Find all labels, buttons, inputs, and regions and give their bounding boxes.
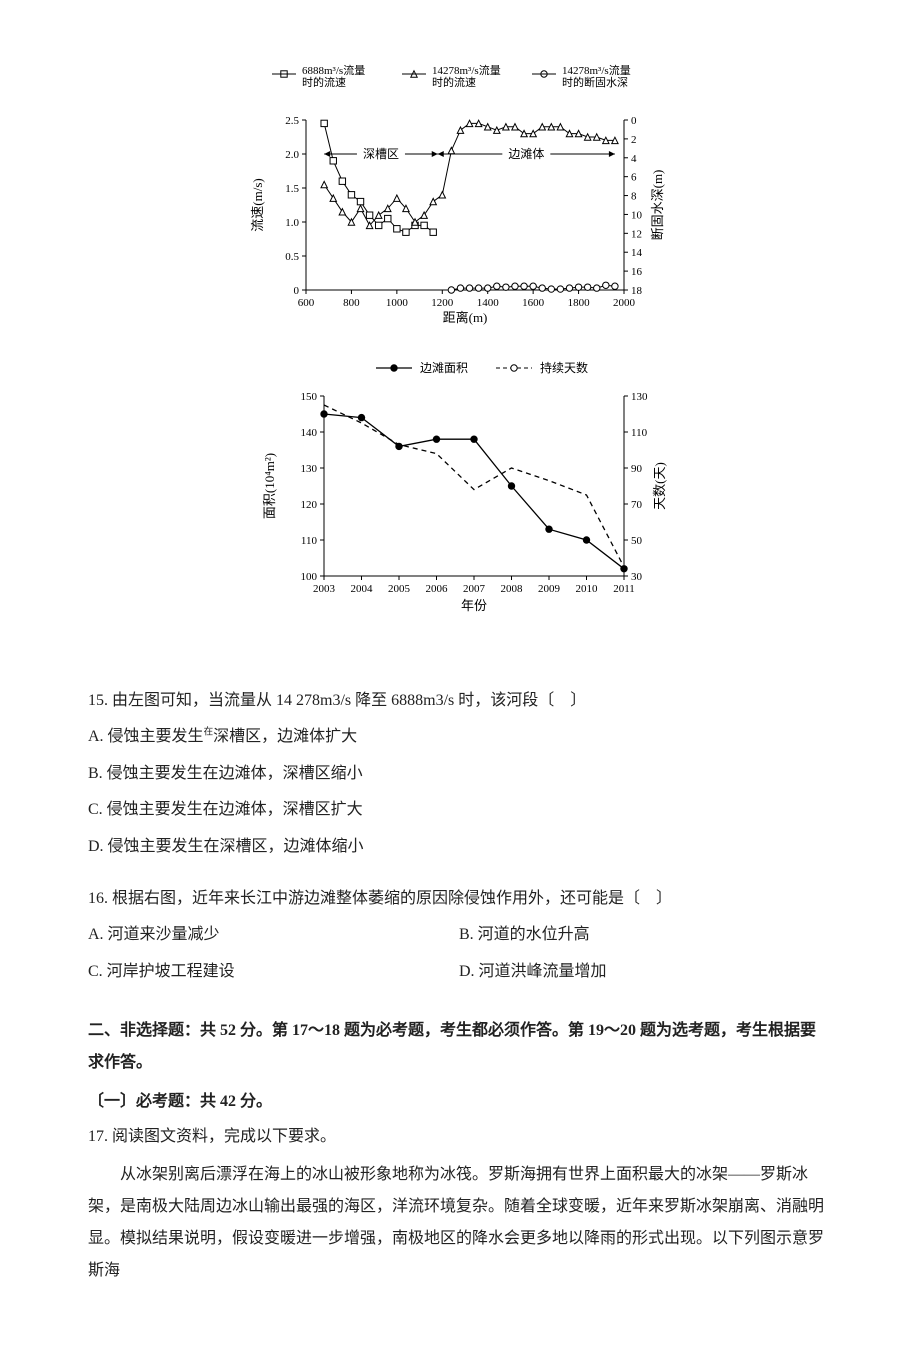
question-16: 16. 根据右图，近年来长江中游边滩整体萎缩的原因除侵蚀作用外，还可能是〔 〕 …	[88, 884, 830, 993]
svg-text:边滩面积: 边滩面积	[420, 361, 468, 375]
svg-text:8: 8	[631, 191, 637, 203]
svg-text:18: 18	[631, 285, 643, 297]
q17-paragraph: 从冰架别离后漂浮在海上的冰山被形象地称为冰筏。罗斯海拥有世界上面积最大的冰架——…	[88, 1159, 830, 1287]
svg-text:距离(m): 距离(m)	[443, 310, 488, 325]
svg-text:2005: 2005	[388, 583, 411, 595]
svg-text:2004: 2004	[351, 583, 374, 595]
svg-text:100: 100	[301, 571, 318, 583]
svg-text:150: 150	[301, 391, 318, 403]
q15-opt-d: D. 侵蚀主要发生在深槽区，边滩体缩小	[88, 832, 830, 862]
svg-text:0.5: 0.5	[285, 251, 299, 263]
svg-text:持续天数: 持续天数	[540, 360, 588, 375]
q15-opt-a: A. 侵蚀主要发生在深槽区，边滩体扩大	[88, 722, 830, 752]
svg-text:2000: 2000	[613, 297, 636, 309]
svg-text:深槽区: 深槽区	[363, 147, 399, 161]
svg-text:2006: 2006	[426, 583, 449, 595]
q16-opt-c: C. 河岸护坡工程建设	[88, 957, 459, 987]
svg-text:流速(m/s): 流速(m/s)	[250, 178, 265, 231]
svg-text:110: 110	[301, 535, 318, 547]
svg-text:140: 140	[301, 427, 318, 439]
svg-text:6: 6	[631, 172, 637, 184]
svg-text:1000: 1000	[386, 297, 409, 309]
svg-text:4: 4	[631, 153, 637, 165]
svg-text:14: 14	[631, 247, 643, 259]
svg-text:1200: 1200	[431, 297, 454, 309]
inline-badge: 在	[204, 727, 214, 738]
svg-text:6888m³/s流量: 6888m³/s流量	[302, 63, 365, 77]
svg-text:0: 0	[294, 285, 300, 297]
svg-text:2008: 2008	[501, 583, 524, 595]
svg-text:2011: 2011	[613, 583, 635, 595]
q15-opt-c: C. 侵蚀主要发生在边滩体，深槽区扩大	[88, 795, 830, 825]
svg-text:时的断固水深: 时的断固水深	[562, 75, 628, 89]
svg-text:50: 50	[631, 535, 643, 547]
q16-opt-a: A. 河道来沙量减少	[88, 920, 459, 950]
chart-flow-speed-depth: 6888m³/s流量时的流速14278m³/s流量时的流速14278m³/s流量…	[244, 60, 674, 340]
svg-text:1.5: 1.5	[285, 183, 299, 195]
svg-text:2003: 2003	[313, 583, 336, 595]
svg-text:14278m³/s流量: 14278m³/s流量	[562, 63, 631, 77]
svg-text:时的流速: 时的流速	[432, 75, 476, 89]
chart-area-days: 边滩面积 持续天数 2003 2004 2005 2006 2007 2008 2009 2010…	[244, 346, 674, 626]
question-15: 15. 由左图可知，当流量从 14 278m3/s 降至 6888m3/s 时，…	[88, 686, 830, 862]
svg-text:10: 10	[631, 209, 643, 221]
svg-text:2010: 2010	[576, 583, 599, 595]
svg-text:12: 12	[631, 228, 642, 240]
svg-text:14278m³/s流量: 14278m³/s流量	[432, 63, 501, 77]
q17-stem: 17. 阅读图文资料，完成以下要求。	[88, 1121, 830, 1153]
svg-text:2: 2	[631, 134, 637, 146]
section-2-sub: 〔一〕必考题：共 42 分。	[88, 1087, 830, 1111]
svg-text:800: 800	[343, 297, 360, 309]
svg-text:2009: 2009	[538, 583, 561, 595]
svg-text:1600: 1600	[522, 297, 545, 309]
svg-text:16: 16	[631, 266, 643, 278]
svg-text:30: 30	[631, 571, 643, 583]
svg-text:2.5: 2.5	[285, 115, 299, 127]
svg-text:130: 130	[301, 463, 318, 475]
svg-text:年份: 年份	[461, 598, 487, 613]
section-2-header: 二、非选择题：共 52 分。第 17～18 题为必考题，考生都必须作答。第 19…	[88, 1015, 830, 1079]
q15-stem: 15. 由左图可知，当流量从 14 278m3/s 降至 6888m3/s 时，…	[88, 686, 830, 716]
svg-text:时的流速: 时的流速	[302, 75, 346, 89]
q16-opt-d: D. 河道洪峰流量增加	[459, 957, 830, 987]
svg-text:2007: 2007	[463, 583, 486, 595]
svg-text:边滩体: 边滩体	[508, 147, 544, 161]
svg-text:600: 600	[298, 297, 315, 309]
svg-text:0: 0	[631, 115, 637, 127]
svg-text:1800: 1800	[568, 297, 591, 309]
q15-opt-b: B. 侵蚀主要发生在边滩体，深槽区缩小	[88, 759, 830, 789]
svg-text:90: 90	[631, 463, 643, 475]
svg-text:130: 130	[631, 391, 648, 403]
svg-text:2.0: 2.0	[285, 149, 299, 161]
svg-text:1.0: 1.0	[285, 217, 299, 229]
svg-text:120: 120	[301, 499, 318, 511]
svg-text:天数(天): 天数(天)	[652, 462, 667, 510]
charts-container: 6888m³/s流量时的流速14278m³/s流量时的流速14278m³/s流量…	[88, 60, 830, 626]
svg-text:70: 70	[631, 499, 643, 511]
q16-opt-b: B. 河道的水位升高	[459, 920, 830, 950]
q16-stem: 16. 根据右图，近年来长江中游边滩整体萎缩的原因除侵蚀作用外，还可能是〔 〕	[88, 884, 830, 914]
svg-text:110: 110	[631, 427, 648, 439]
svg-text:断固水深(m): 断固水深(m)	[650, 170, 665, 241]
svg-text:1400: 1400	[477, 297, 500, 309]
svg-text:面积(10⁴m²): 面积(10⁴m²)	[262, 453, 277, 519]
